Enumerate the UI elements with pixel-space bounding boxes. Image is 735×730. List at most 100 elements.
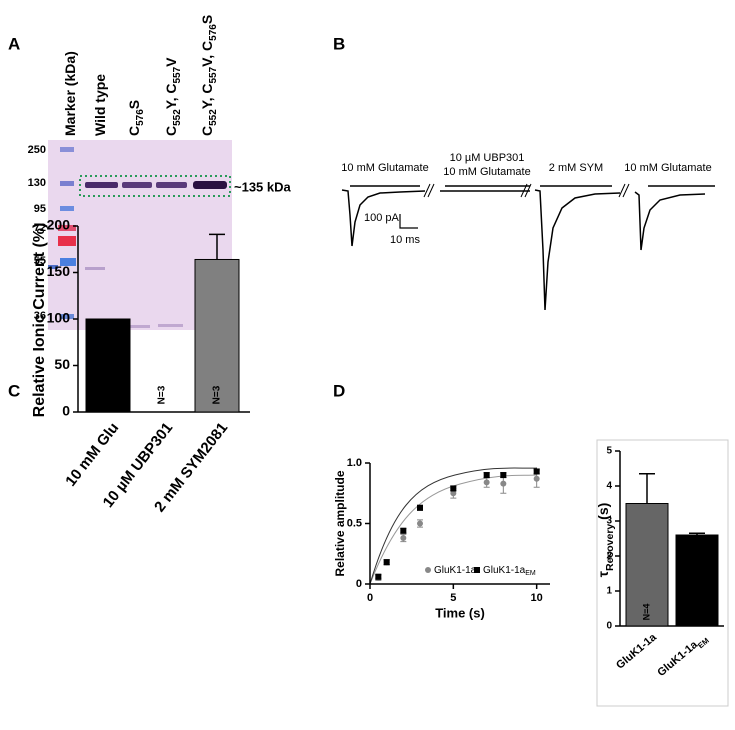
error-bar [689, 532, 705, 535]
scale-label: 10 ms [390, 234, 420, 246]
y-tick-label: 1.0 [347, 457, 362, 469]
x-tick-label: GluK1-1a [614, 631, 659, 672]
point [450, 490, 457, 497]
lane-label-part: C [199, 126, 215, 136]
lane-label-part: S [199, 15, 215, 24]
lane-label: Wild type [92, 74, 108, 136]
highlight-box [79, 175, 231, 197]
point [375, 573, 382, 580]
trace-label: 10 mM Glutamate [624, 162, 711, 174]
point [400, 527, 407, 534]
bar-annotation: N=3 [691, 604, 701, 621]
marker-label: 55 [34, 255, 46, 267]
marker-label: 36 [34, 310, 46, 322]
scale-label: 100 pA [364, 212, 400, 224]
point [483, 472, 490, 479]
lane-label-part: 557 [208, 66, 219, 83]
point [383, 559, 390, 566]
legend-marker [425, 567, 431, 573]
point [533, 475, 540, 482]
point [500, 472, 507, 479]
legend-name: GluK1-1a [483, 565, 526, 576]
x-tick-label-part: 10 mM Glu [62, 419, 122, 489]
y-tick-label: 100 [47, 310, 71, 326]
lane-label-part: Marker (kDa) [62, 51, 78, 136]
fit-curve [369, 467, 538, 585]
trace-label: 10 µM UBP301 [450, 152, 525, 164]
lane-label: C552Y, C557V, C576S [199, 15, 219, 136]
trace-label: 10 mM Glutamate [341, 162, 428, 174]
lane-label-part: 557 [172, 66, 183, 83]
lane-label-part: Wild type [92, 74, 108, 136]
y-axis-label-part: τ [595, 570, 611, 577]
band-label: ~135 kDa [234, 179, 292, 194]
legend-sub: EM [525, 570, 536, 577]
bar [194, 258, 240, 413]
trace-label: 2 mM SYM [549, 162, 603, 174]
point [450, 485, 457, 492]
y-tick-label: 0 [62, 403, 70, 419]
trace-label: 10 mM Glutamate [443, 166, 530, 178]
marker-label: 95 [34, 203, 46, 215]
lane-label-part: 552 [172, 109, 183, 126]
lane-label-part: C [163, 126, 179, 136]
x-tick-label: 0 [367, 592, 373, 604]
legend-entry: GluK1-1a [434, 565, 477, 576]
point [417, 520, 423, 527]
x-axis-label: Time (s) [435, 605, 485, 620]
panel-frame [596, 439, 729, 707]
point [400, 535, 407, 542]
x-tick-label-part: GluK1-1a [655, 638, 700, 679]
panel-label: A [8, 34, 20, 53]
x-tick-label-part: GluK1-1a [614, 631, 659, 672]
lane-label-part: C [126, 126, 142, 136]
legend-entry: GluK1-1aEM [483, 565, 536, 578]
panel-label: C [8, 381, 20, 400]
x-tick-label: 10 [531, 592, 543, 604]
marker-label: 250 [28, 144, 46, 156]
bar-annotation: N=3 [212, 385, 223, 404]
y-axis-label-part: (s) [595, 503, 611, 524]
point [417, 504, 423, 511]
y-tick-label: 0 [356, 578, 362, 590]
panel-label: D [333, 381, 345, 400]
y-tick-label: 3 [606, 516, 612, 527]
lane-label: C576S [126, 100, 146, 136]
y-axis-label: Relative Ionic Current (%) [31, 223, 48, 418]
x-tick-label: GluK1-1aEM [655, 631, 710, 681]
lane-label-part: 576 [208, 24, 219, 41]
bar [675, 534, 719, 627]
point [500, 480, 507, 487]
y-axis-label: τRecovery (s) [595, 503, 616, 578]
y-tick-label: 0 [606, 621, 612, 632]
lane-label-part: 552 [208, 109, 219, 126]
y-tick-label: 0.5 [347, 517, 362, 529]
y-tick-label: 150 [47, 263, 71, 279]
y-axis-label: Relative amplitude [333, 470, 347, 576]
lane-label-part: V [163, 57, 179, 67]
marker-label: 130 [28, 177, 46, 189]
bar-annotation: N=3 [103, 385, 114, 404]
error-bar [209, 233, 225, 260]
y-axis-label-part: Recovery [604, 524, 616, 571]
y-tick-label: 1 [606, 586, 612, 597]
lane-label-part: Y, C [199, 84, 215, 110]
traces [341, 183, 715, 311]
bar [625, 503, 669, 627]
lane-label: Marker (kDa) [62, 51, 78, 136]
y-tick-label: 200 [47, 217, 71, 233]
point [483, 479, 490, 486]
bar-annotation: N=4 [641, 604, 651, 621]
bar [85, 318, 131, 413]
y-tick-label: 5 [606, 446, 612, 457]
marker-ladder [48, 147, 76, 319]
error-bar [639, 473, 655, 504]
x-tick-label: 10 mM Glu [62, 419, 122, 489]
y-tick-label: 2 [606, 551, 612, 562]
panel-label: B [333, 34, 345, 53]
y-tick-label: 50 [54, 356, 70, 372]
lane-label: C552Y, C557V [163, 57, 183, 136]
x-tick-label: 5 [450, 592, 456, 604]
lane-label-part: Y, C [163, 84, 179, 110]
